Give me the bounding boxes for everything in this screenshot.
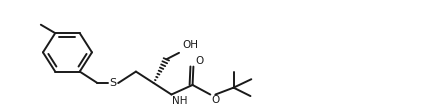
Text: O: O bbox=[211, 95, 219, 105]
Text: NH: NH bbox=[172, 96, 187, 106]
Text: S: S bbox=[109, 78, 117, 88]
Text: O: O bbox=[195, 56, 204, 66]
Text: OH: OH bbox=[182, 40, 198, 50]
